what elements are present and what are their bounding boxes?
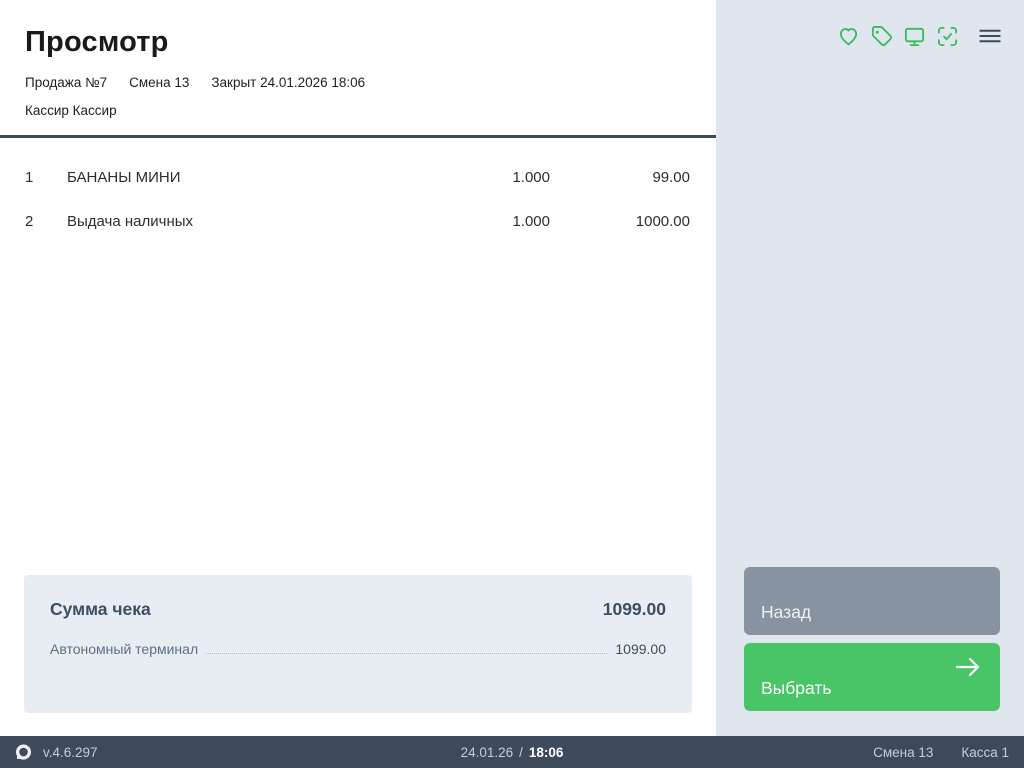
- item-name: Выдача наличных: [67, 212, 194, 230]
- receipt-panel: Просмотр Продажа №7 Смена 13 Закрыт 24.0…: [0, 0, 716, 736]
- app-logo-icon: [13, 742, 34, 763]
- payment-method-label: Автономный терминал: [50, 641, 199, 657]
- item-name: БАНАНЫ МИНИ: [67, 168, 181, 186]
- payment-method-value: 1099.00: [615, 641, 666, 657]
- status-separator: /: [519, 744, 523, 760]
- status-right: Смена 13 Касса 1: [873, 745, 1024, 760]
- select-button[interactable]: Выбрать: [744, 643, 1000, 711]
- select-button-label: Выбрать: [761, 678, 832, 698]
- arrow-right-icon: [951, 654, 985, 683]
- toolbar-icons: [836, 24, 1002, 48]
- item-quantity: 1.000: [512, 212, 550, 230]
- receipt-item-row[interactable]: 1 БАНАНЫ МИНИ 1.000 99.00: [0, 155, 716, 199]
- payment-method-row: Автономный терминал 1099.00: [50, 641, 666, 657]
- action-sidebar: Назад Выбрать: [716, 0, 1024, 736]
- item-quantity: 1.000: [512, 168, 550, 186]
- menu-icon[interactable]: [978, 24, 1002, 48]
- shift-number: Смена 13: [129, 75, 190, 90]
- back-button-label: Назад: [761, 602, 812, 622]
- item-number: 2: [25, 212, 34, 230]
- status-shift: Смена 13: [873, 744, 934, 760]
- app-version: v.4.6.297: [43, 744, 98, 760]
- receipt-total-row: Сумма чека 1099.00: [50, 599, 666, 620]
- total-label: Сумма чека: [50, 599, 151, 619]
- status-time: 18:06: [528, 744, 564, 760]
- item-amount: 99.00: [652, 168, 690, 186]
- cashier-name: Кассир Кассир: [25, 103, 117, 118]
- receipt-items-list: 1 БАНАНЫ МИНИ 1.000 99.00 2 Выдача налич…: [0, 138, 716, 243]
- status-bar: v.4.6.297 24.01.26 / 18:06 Смена 13 Касс…: [0, 736, 1024, 768]
- receipt-summary-card: Сумма чека 1099.00 Автономный терминал 1…: [24, 575, 692, 713]
- receipt-header: Просмотр Продажа №7 Смена 13 Закрыт 24.0…: [0, 0, 716, 138]
- sale-number: Продажа №7: [25, 75, 108, 90]
- status-date: 24.01.26: [460, 744, 514, 760]
- status-register: Касса 1: [961, 744, 1009, 760]
- heart-icon[interactable]: [836, 24, 860, 48]
- total-value: 1099.00: [602, 599, 666, 619]
- receipt-item-row[interactable]: 2 Выдача наличных 1.000 1000.00: [0, 199, 716, 243]
- back-button[interactable]: Назад: [744, 567, 1000, 635]
- status-datetime: 24.01.26 / 18:06: [461, 745, 564, 760]
- dotted-leader: [206, 653, 608, 654]
- display-icon[interactable]: [902, 24, 926, 48]
- scan-check-icon[interactable]: [935, 24, 959, 48]
- item-number: 1: [25, 168, 34, 186]
- closed-datetime: Закрыт 24.01.2026 18:06: [211, 75, 366, 90]
- receipt-meta: Продажа №7 Смена 13 Закрыт 24.01.2026 18…: [25, 75, 691, 90]
- tag-icon[interactable]: [869, 24, 893, 48]
- page-title: Просмотр: [25, 26, 169, 58]
- item-amount: 1000.00: [635, 212, 690, 230]
- status-left: v.4.6.297: [0, 742, 98, 763]
